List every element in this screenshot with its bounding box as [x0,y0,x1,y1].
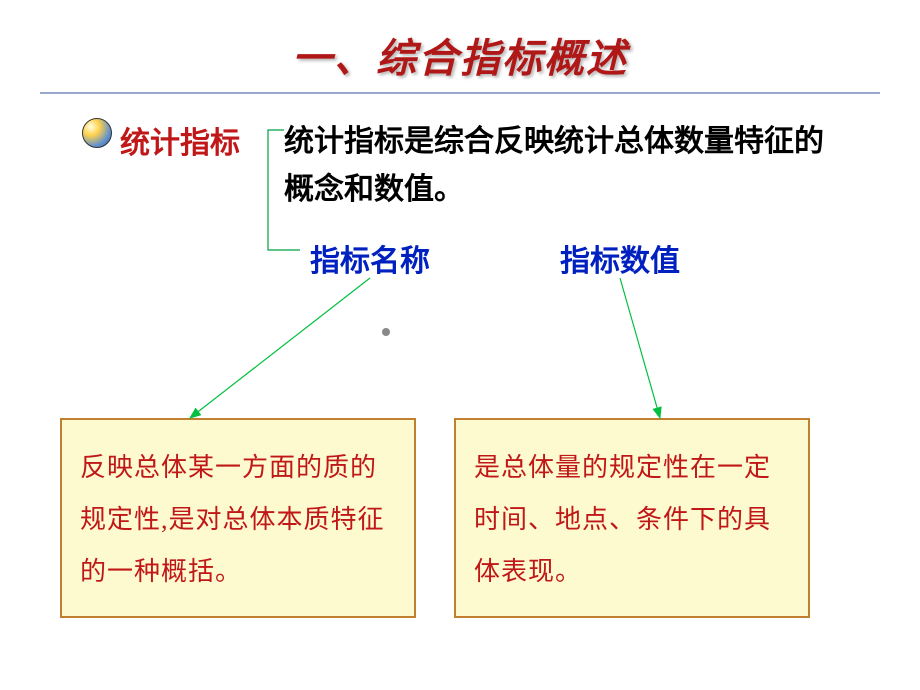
page-title: 一、综合指标概述 [0,0,920,84]
arrow-to-box-right [620,278,660,418]
explanation-box-right: 是总体量的规定性在一定时间、地点、条件下的具体表现。 [454,418,810,618]
explanation-box-left: 反映总体某一方面的质的规定性,是对总体本质特征的一种概括。 [60,418,416,618]
sub-label-value: 指标数值 [560,236,680,280]
sub-label-name: 指标名称 [310,236,430,280]
definition-text: 统计指标是综合反映统计总体数量特征的概念和数值。 [284,118,844,214]
center-marker-icon [382,328,390,336]
main-term-label: 统计指标 [120,118,240,162]
title-divider [40,92,880,94]
bullet-sphere-icon [82,118,112,148]
arrow-to-box-left [190,278,370,418]
